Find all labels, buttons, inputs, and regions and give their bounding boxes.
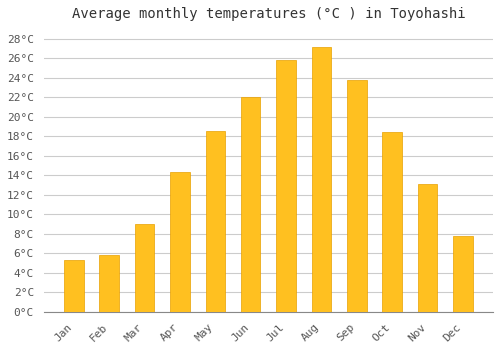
Bar [135,224,154,312]
Bar [276,60,296,312]
Bar [347,80,366,312]
Bar [241,97,260,312]
Bar [170,173,190,312]
Bar [312,47,331,312]
Title: Average monthly temperatures (°C ) in Toyohashi: Average monthly temperatures (°C ) in To… [72,7,465,21]
Bar [206,131,225,312]
Bar [453,236,472,312]
Bar [382,132,402,312]
Bar [100,256,119,312]
Bar [418,184,438,312]
Bar [64,260,84,312]
